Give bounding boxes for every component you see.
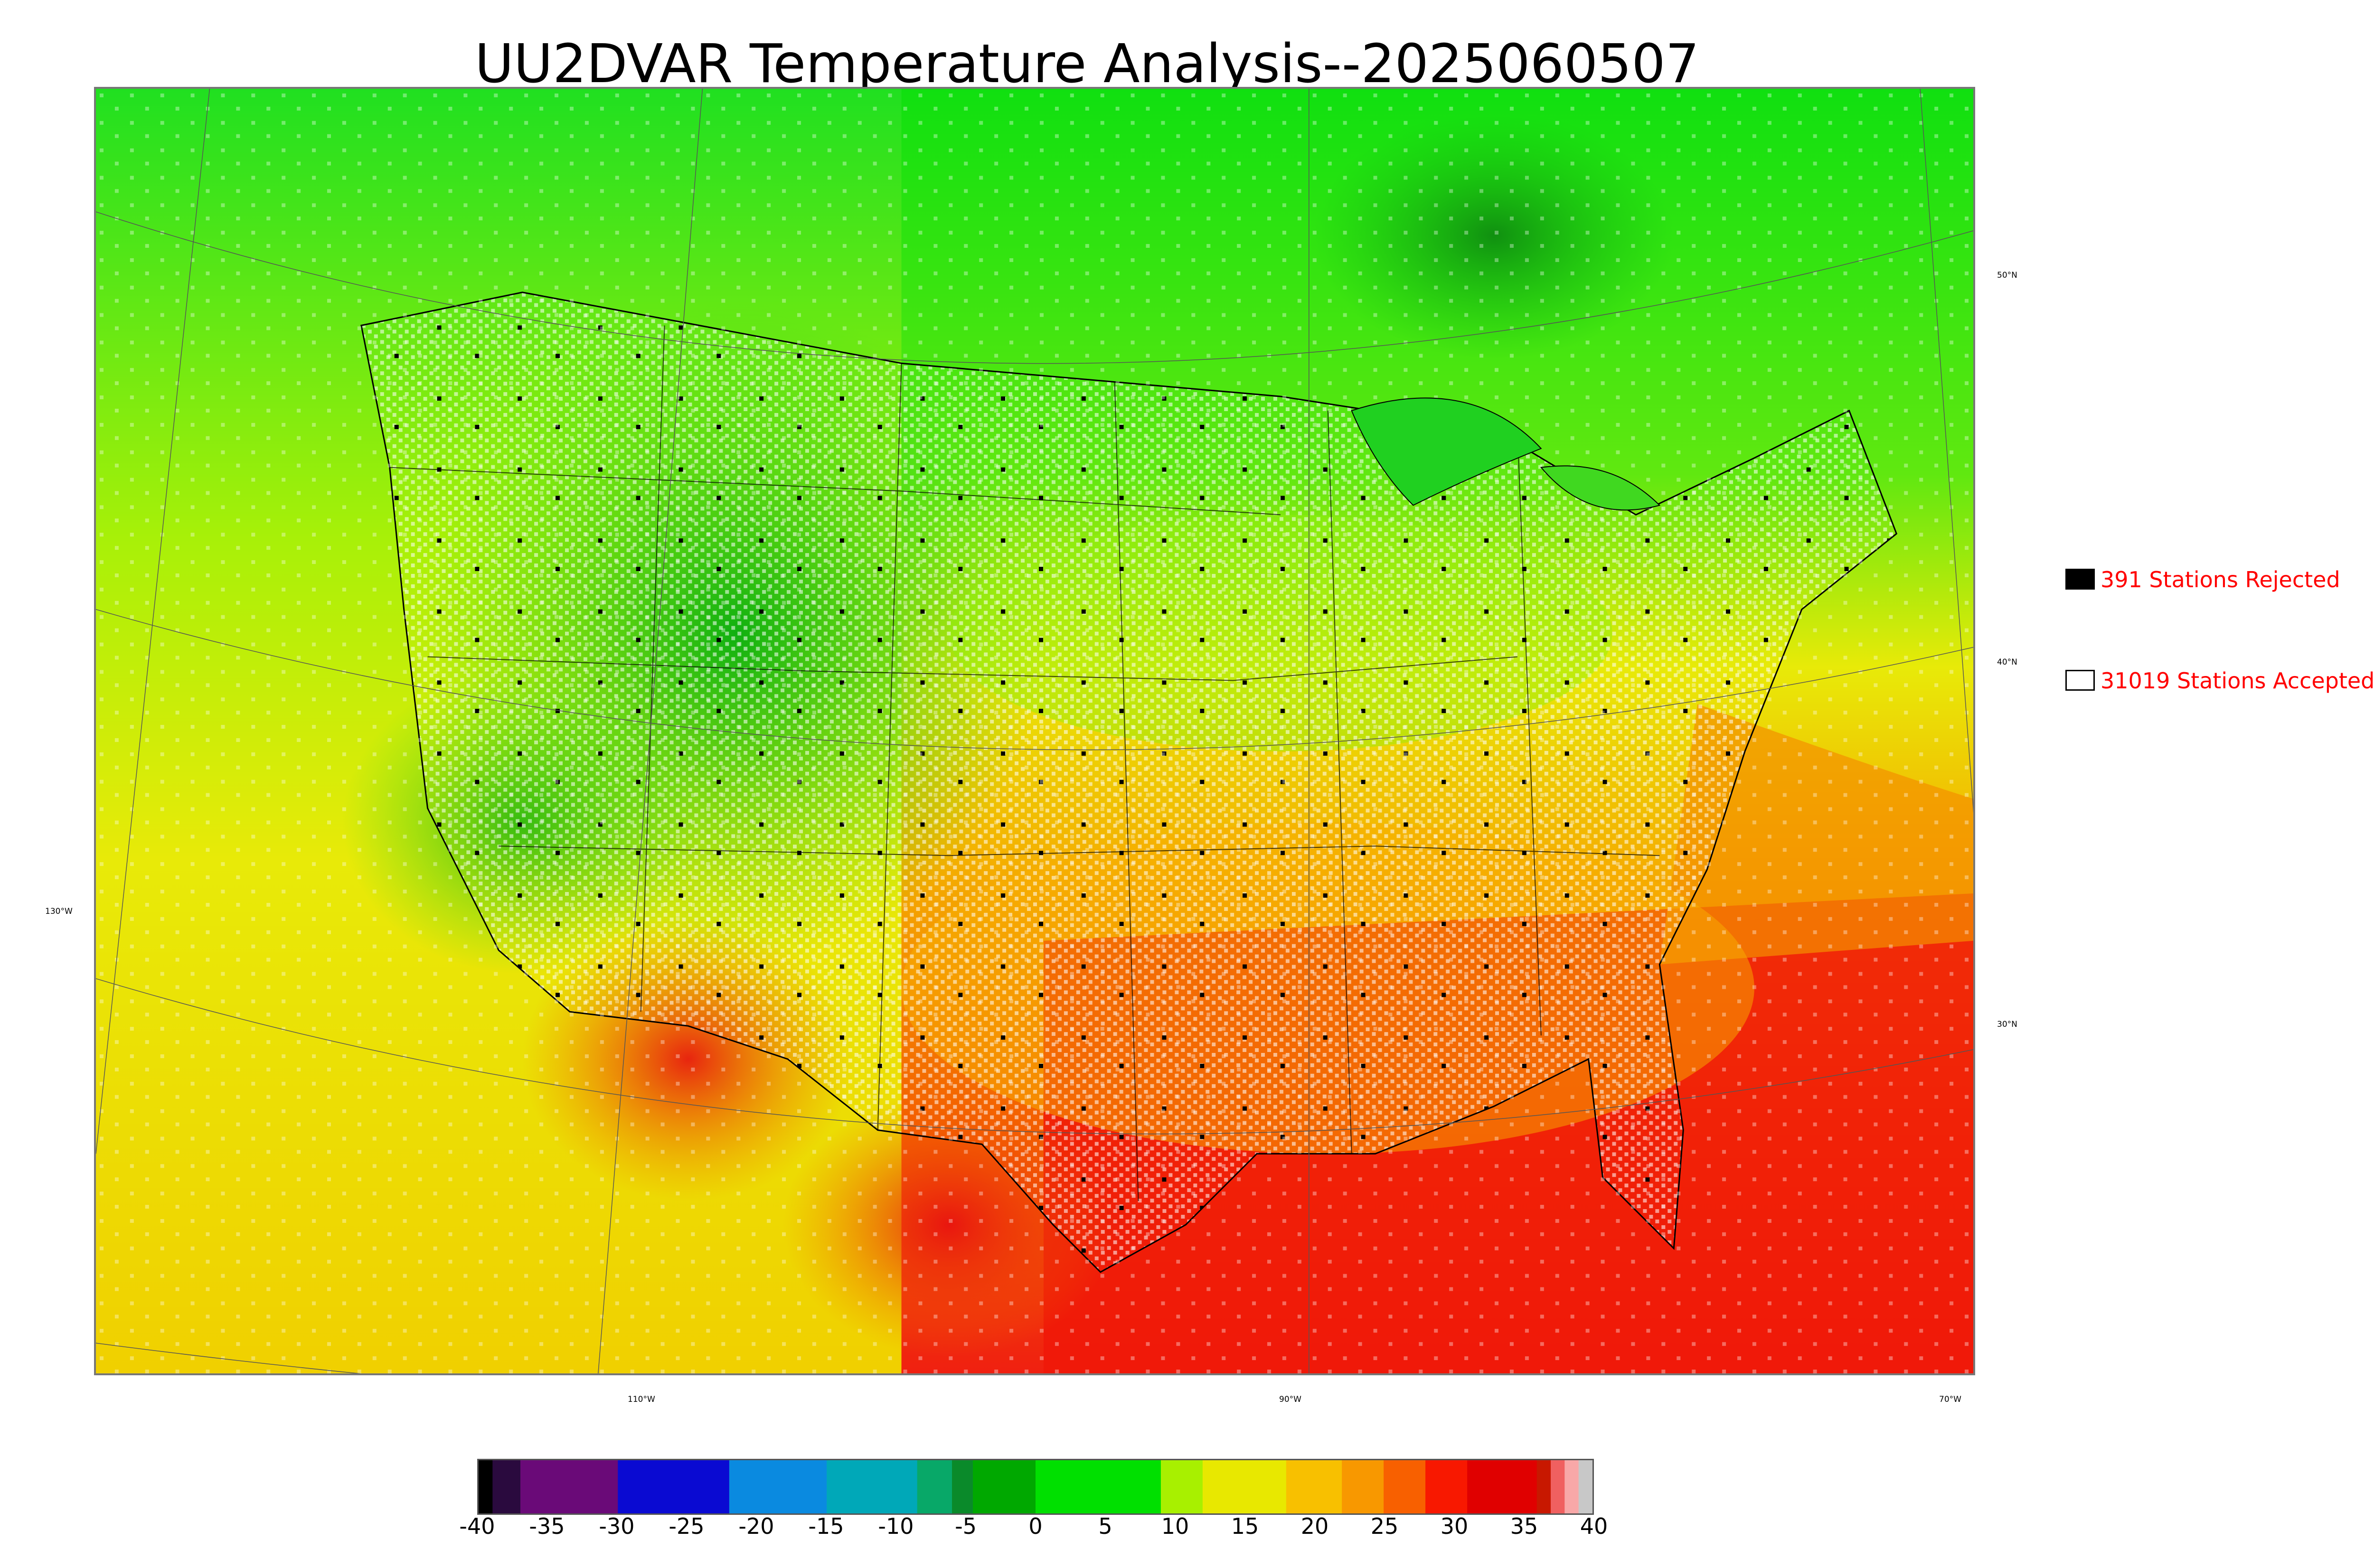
colorbar-tick-label: -25 xyxy=(669,1513,705,1539)
colorbar-tick-label: 30 xyxy=(1440,1513,1469,1539)
colorbar-band xyxy=(479,1460,493,1513)
colorbar-band xyxy=(520,1460,618,1513)
colorbar-band xyxy=(952,1460,973,1513)
colorbar-band xyxy=(1160,1460,1203,1513)
colorbar-band xyxy=(1286,1460,1342,1513)
lat-label-40n: 40°N xyxy=(1997,657,2017,667)
colorbar-tick-label: 35 xyxy=(1510,1513,1538,1539)
great-lakes xyxy=(1351,397,1661,511)
state-borders xyxy=(389,325,1660,1202)
graticule xyxy=(96,89,1973,1373)
colorbar-band xyxy=(1536,1460,1551,1513)
rejected-swatch xyxy=(2065,569,2095,590)
rejected-label: 391 Stations Rejected xyxy=(2101,567,2340,592)
accepted-swatch xyxy=(2065,670,2095,691)
temperature-colorbar xyxy=(477,1459,1594,1515)
colorbar-band xyxy=(1384,1460,1426,1513)
colorbar-tick-label: -15 xyxy=(808,1513,844,1539)
colorbar-bands xyxy=(479,1460,1593,1513)
colorbar-tick-label: 20 xyxy=(1300,1513,1329,1539)
lon-label-90w: 90°W xyxy=(1279,1395,1301,1404)
lat-label-30n: 30°N xyxy=(1997,1020,2017,1029)
colorbar-tick-label: -20 xyxy=(738,1513,774,1539)
colorbar-band xyxy=(618,1460,730,1513)
colorbar-band xyxy=(973,1460,1036,1513)
colorbar-band xyxy=(492,1460,521,1513)
lon-label-70w: 70°W xyxy=(1939,1395,1961,1404)
colorbar-band xyxy=(729,1460,827,1513)
lon-label-110w: 110°W xyxy=(628,1395,655,1404)
colorbar-band xyxy=(1202,1460,1287,1513)
lat-label-50n: 50°N xyxy=(1997,271,2017,280)
temperature-map[interactable] xyxy=(94,87,1975,1375)
colorbar-band xyxy=(1467,1460,1537,1513)
lon-label-130w: 130°W xyxy=(45,907,73,916)
colorbar-tick-label: 10 xyxy=(1161,1513,1189,1539)
colorbar-band xyxy=(827,1460,918,1513)
colorbar-band xyxy=(917,1460,952,1513)
colorbar-band xyxy=(1551,1460,1565,1513)
colorbar-tick-label: 25 xyxy=(1370,1513,1399,1539)
colorbar-tick-label: 15 xyxy=(1231,1513,1259,1539)
accepted-label: 31019 Stations Accepted xyxy=(2101,668,2374,694)
colorbar-band xyxy=(1425,1460,1468,1513)
colorbar-tick-label: -5 xyxy=(955,1513,977,1539)
colorbar-tick-label: -35 xyxy=(529,1513,565,1539)
colorbar-band xyxy=(1564,1460,1579,1513)
colorbar-tick-label: 40 xyxy=(1580,1513,1608,1539)
colorbar-tick-label: 0 xyxy=(1028,1513,1043,1539)
colorbar-band xyxy=(1578,1460,1593,1513)
colorbar-tick-label: -10 xyxy=(878,1513,914,1539)
colorbar-band xyxy=(1036,1460,1161,1513)
map-title: UU2DVAR Temperature Analysis--2025060507 xyxy=(475,33,1699,95)
colorbar-tick-label: 5 xyxy=(1098,1513,1112,1539)
colorbar-band xyxy=(1342,1460,1384,1513)
colorbar-tick-label: -40 xyxy=(459,1513,495,1539)
colorbar-tick-label: -30 xyxy=(599,1513,635,1539)
temperature-field xyxy=(96,89,1973,1373)
